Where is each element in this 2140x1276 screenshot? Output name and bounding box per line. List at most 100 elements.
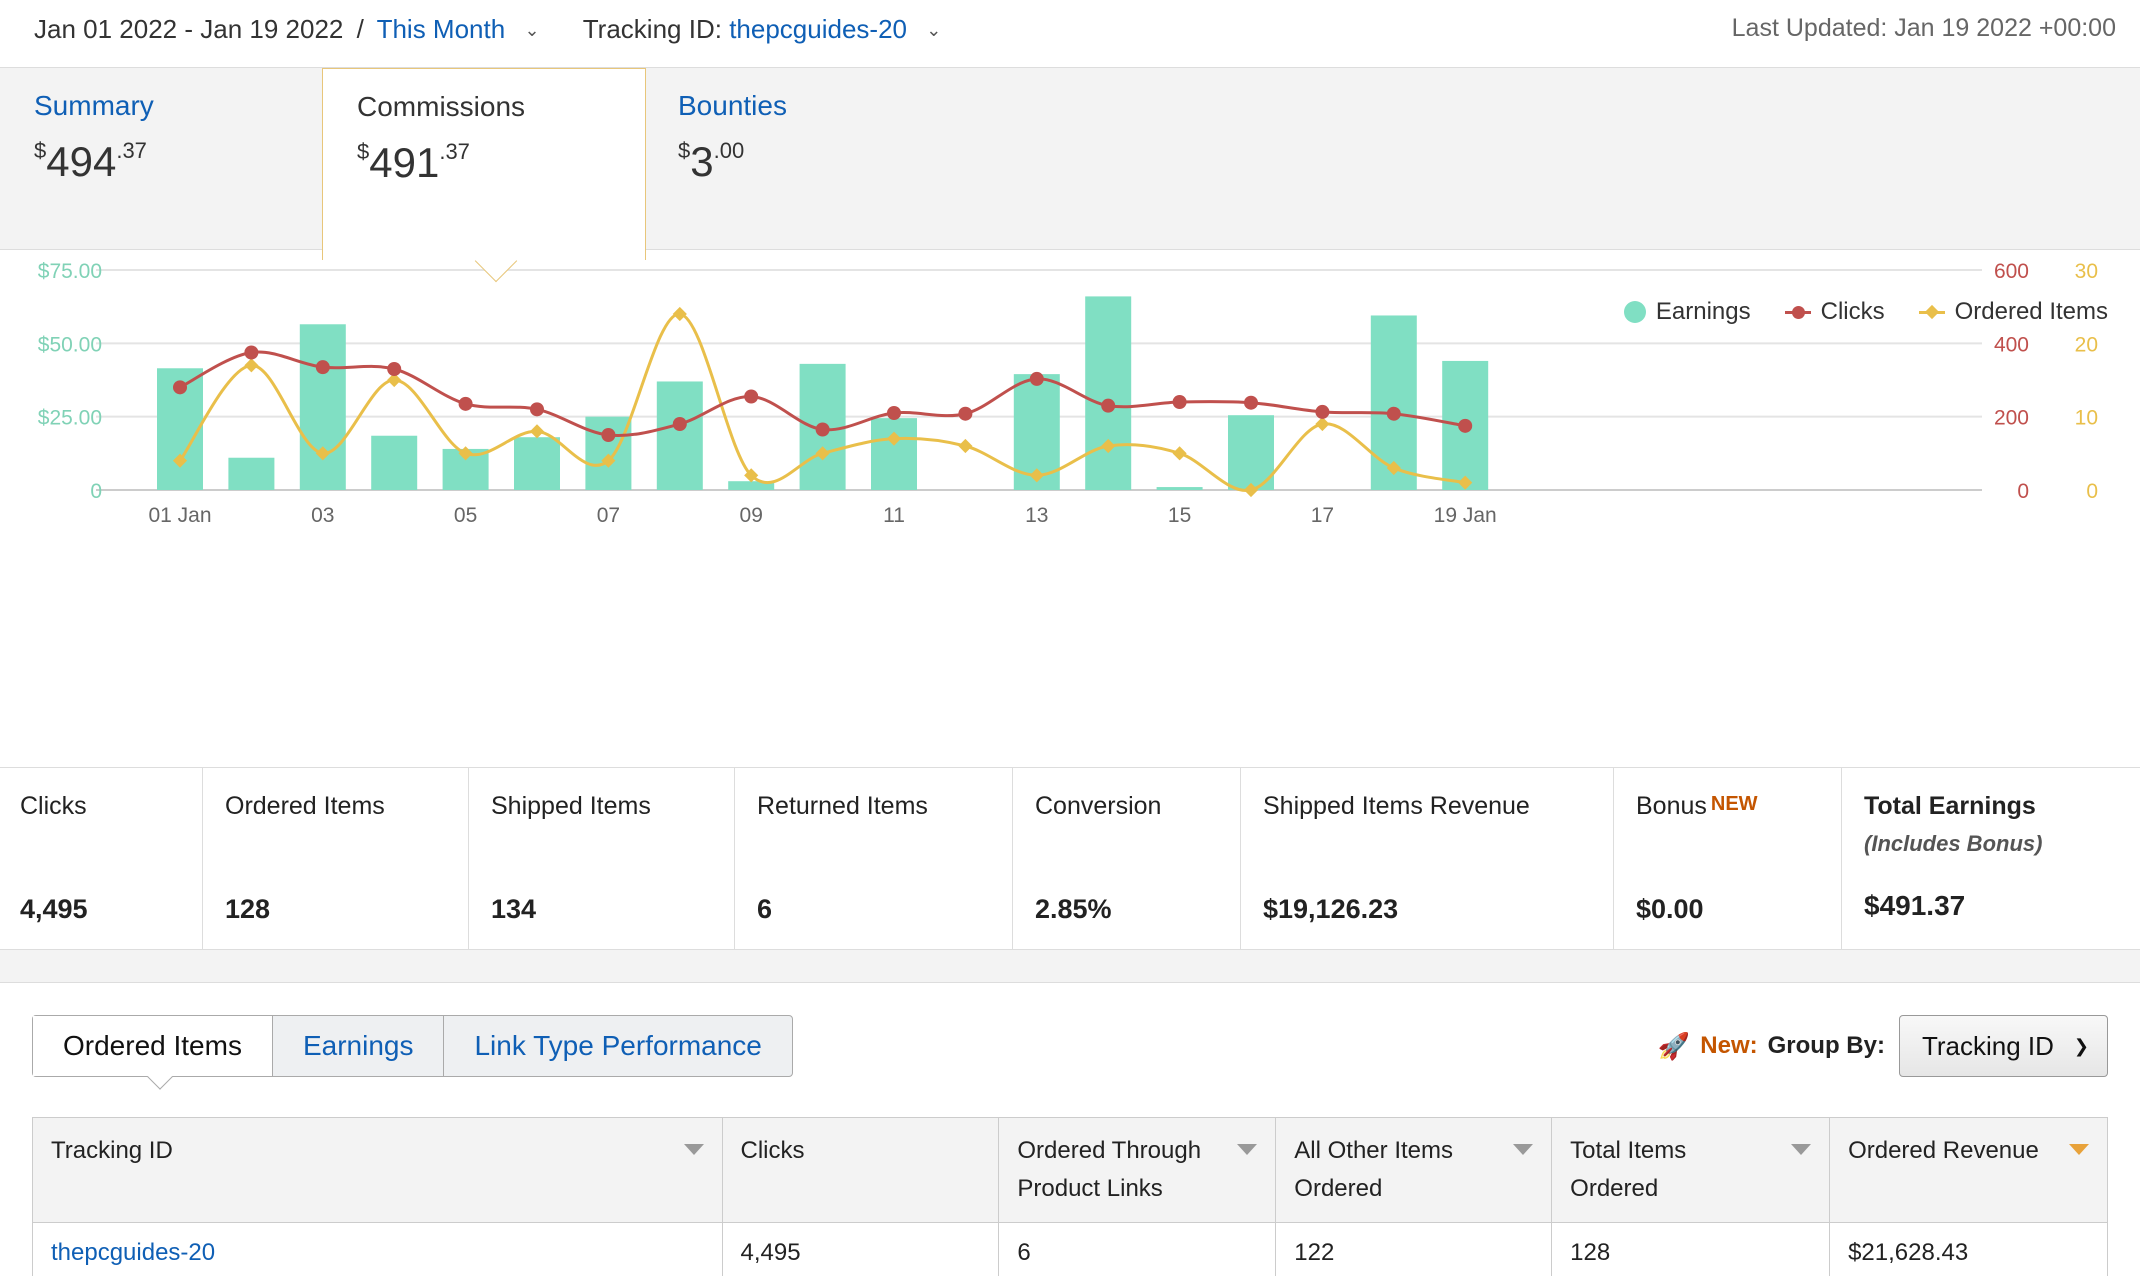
tab-bounties[interactable]: Bounties $3.00 [646,68,966,250]
sort-arrow-icon[interactable] [683,1144,704,1155]
ordered-items-series-line [178,312,1466,492]
tab-commissions[interactable]: Commissions $491.37 [322,68,646,283]
ordered-items-point [244,358,259,373]
report-section: Ordered Items Earnings Link Type Perform… [0,982,2140,1276]
earnings-bar [514,437,560,490]
group-by-select[interactable]: Tracking ID ❯ [1898,1015,2108,1077]
group-by-new-label: New: [1700,1032,1758,1059]
stats-row: Clicks 4,495 Ordered Items 128 Shipped I… [0,768,2140,950]
tab-summary[interactable]: Summary $494.37 [0,68,322,250]
tab-summary-label: Summary [34,90,154,121]
chevron-down-icon: ❯ [2073,1035,2089,1056]
clicks-point [1315,404,1330,419]
x-tick-label: 17 [1311,504,1334,527]
clicks-point [387,362,402,376]
x-tick-label: 03 [311,504,334,527]
clicks-point [744,389,759,404]
stat-shipped-items: Shipped Items 134 [469,768,735,949]
stat-bonus: Bonus NEW $0.00 [1614,768,1842,949]
legend-clicks[interactable]: Clicks [1784,298,1885,326]
earnings-dot-icon [1623,301,1646,323]
stat-ordered-items-value: 128 [225,894,271,924]
stat-returned-items-value: 6 [757,894,773,924]
clicks-point [958,406,973,421]
chart-legend: Earnings Clicks Ordered Items [1623,298,2108,326]
ordered-items-point [1172,446,1187,461]
clicks-point [1458,418,1473,433]
cell-ordered-revenue: $21,628.43 [1829,1222,2108,1276]
ordered-items-point [529,424,545,439]
bounties-amount: $3.00 [678,138,745,185]
y-left-tick-label: $50.00 [38,333,102,356]
sort-arrow-active-icon[interactable] [2069,1144,2089,1155]
x-tick-label: 05 [454,504,477,527]
x-tick-label: 07 [597,504,620,527]
stat-shipped-revenue: Shipped Items Revenue $19,126.23 [1241,768,1614,949]
ordered-items-point [315,446,330,461]
x-tick-label: 01 Jan [148,504,211,527]
period-selector[interactable]: This Month [376,14,506,44]
column-header-all-other-items-ordered[interactable]: All Other Items Ordered [1275,1117,1553,1223]
cell-other-items: 122 [1275,1222,1553,1276]
column-header-clicks[interactable]: Clicks [721,1117,1000,1223]
earnings-bar [656,381,703,490]
total-earnings-note: (Includes Bonus) [1864,831,2043,856]
ordered-items-point [601,453,616,468]
stat-bonus-value: $0.00 [1636,894,1704,924]
ordered-items-point [1029,468,1044,483]
x-tick-label: 13 [1025,504,1048,527]
ordered-items-point [958,438,973,454]
earnings-bar [371,435,418,490]
tab-earnings[interactable]: Earnings [273,1016,445,1076]
column-header-ordered-revenue[interactable]: Ordered Revenue [1829,1117,2108,1223]
table-row: thepcguides-20 4,495 6 122 128 $21,628.4… [32,1222,2108,1276]
column-header-tracking-id[interactable]: Tracking ID [32,1117,723,1223]
ordered-items-point [1101,438,1116,454]
legend-earnings[interactable]: Earnings [1623,298,1751,326]
period-chevron-down-icon[interactable]: ⌄ [524,20,540,40]
earnings-chart: Earnings Clicks Ordered Items 0 $25.00 $50… [0,250,2140,768]
y-right-ordered-tick-label: 30 [2075,260,2098,283]
ordered-items-point [1243,482,1259,498]
ordered-items-point [744,468,759,483]
tab-commissions-label: Commissions [357,91,526,122]
stat-total-earnings: Total Earnings (Includes Bonus) $491.37 [1842,768,2140,949]
earnings-bar [1156,487,1203,490]
column-header-total-items-ordered[interactable]: Total Items Ordered [1551,1117,1831,1223]
legend-ordered-items[interactable]: Ordered Items [1918,298,2108,326]
summary-amount: $494.37 [34,138,147,185]
clicks-point [315,360,330,375]
sort-arrow-icon[interactable] [1513,1144,1534,1155]
tab-ordered-items[interactable]: Ordered Items [33,1016,273,1090]
tracking-id-selector[interactable]: thepcguides-20 [729,14,907,44]
cell-tracking-id[interactable]: thepcguides-20 [32,1222,723,1276]
sort-arrow-icon[interactable] [1791,1144,1812,1155]
clicks-point [1101,398,1116,413]
column-header-ordered-through-product-links[interactable]: Ordered Through Product Links [998,1117,1277,1223]
y-right-clicks-tick-label: 400 [1994,333,2029,356]
earnings-bar [1370,315,1417,490]
earnings-bar [228,457,275,490]
earnings-bar [585,416,632,490]
date-separator: / [356,14,364,44]
y-right-ordered-tick-label: 10 [2075,407,2098,430]
tracking-chevron-down-icon[interactable]: ⌄ [926,20,942,40]
ordered-items-point [458,446,473,461]
ordered-items-point [886,431,902,446]
stat-shipped-items-value: 134 [491,894,537,924]
sort-arrow-icon[interactable] [1237,1144,1258,1155]
stat-shipped-revenue-value: $19,126.23 [1263,894,1399,924]
ordered-items-line-icon [1918,310,1945,314]
clicks-point [1244,395,1258,410]
y-left-tick-label: $25.00 [38,407,102,430]
earnings-bar [299,324,346,490]
rocket-icon: 🚀 [1657,1030,1691,1061]
clicks-point [530,402,544,417]
selected-tab-pointer [147,1064,173,1090]
ordered-items-point [172,453,188,468]
clicks-point [1029,371,1044,386]
x-tick-label: 11 [883,504,905,527]
tab-link-type-performance[interactable]: Link Type Performance [474,1030,762,1061]
x-tick-label: 15 [1168,504,1191,527]
y-left-tick-label: $75.00 [38,260,102,283]
